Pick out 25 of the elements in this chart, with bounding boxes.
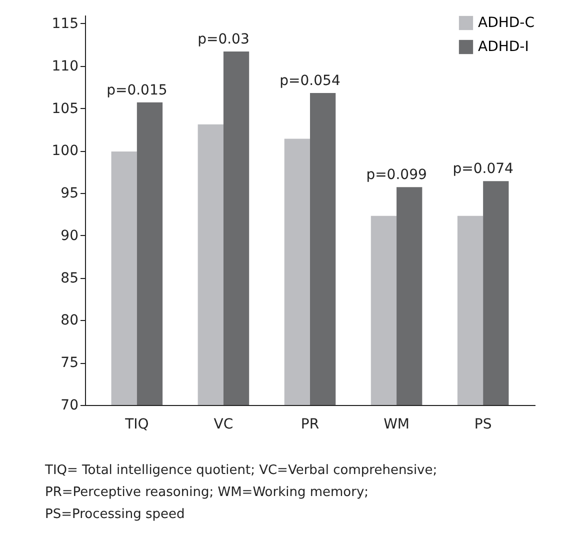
y-tick-label: 75 <box>60 355 78 372</box>
y-tick-label: 100 <box>52 143 78 160</box>
x-tick-label: VC <box>214 416 234 432</box>
y-tick-label: 90 <box>60 228 78 244</box>
annotation: p=0.074 <box>452 161 514 178</box>
text: PS=Processing speed <box>45 507 185 522</box>
x-tick-label: TIQ <box>124 416 149 432</box>
annotation: p=0.054 <box>280 73 340 89</box>
y-tick-label: 85 <box>60 270 78 286</box>
y-tick-label: 70 <box>60 398 78 414</box>
annotation: p=0.099 <box>366 167 427 184</box>
legend-label: ADHD-I <box>478 39 529 55</box>
y-tick-label: 110 <box>52 58 78 74</box>
text: TIQ= Total intelligence quotient; VC=Verbal comprehensive; <box>44 463 438 478</box>
y-tick-label: 115 <box>52 16 78 32</box>
y-tick-label: 105 <box>52 100 78 117</box>
annotation: p=0.03 <box>198 31 250 48</box>
y-tick-label: 95 <box>60 186 78 202</box>
x-tick-label: PR <box>300 416 320 432</box>
annotation: p=0.015 <box>106 82 168 98</box>
x-tick-label: PS <box>474 416 492 432</box>
y-tick-label: 80 <box>60 312 78 329</box>
x-tick-label: WM <box>384 416 410 432</box>
legend-label: ADHD-C <box>478 15 535 31</box>
text: PR=Perceptive reasoning; WM=Working memory; <box>45 485 369 500</box>
